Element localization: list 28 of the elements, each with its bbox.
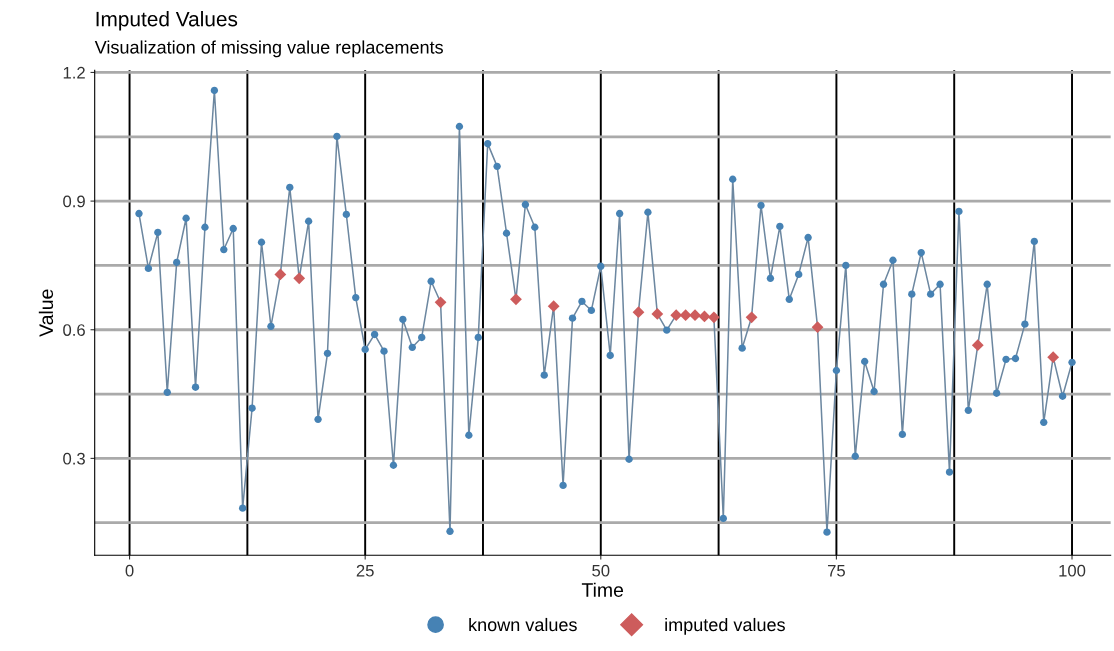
y-tick-label: 0.6 xyxy=(63,324,85,336)
point xyxy=(971,339,984,352)
point xyxy=(274,268,287,281)
chart-subtitle: Visualization of missing value replacements xyxy=(94,40,443,58)
point xyxy=(293,272,306,285)
point xyxy=(547,300,560,313)
legend-label: known values xyxy=(469,617,577,632)
point xyxy=(811,321,824,334)
point xyxy=(632,306,645,319)
point xyxy=(510,293,522,306)
y-tick-label: 1.2 xyxy=(63,66,85,79)
y-tick-label: 0.9 xyxy=(63,195,85,208)
x-tick-label: 0 xyxy=(125,564,134,577)
point xyxy=(679,309,692,322)
chart-title: Imputed Values xyxy=(96,11,238,31)
y-axis-title: Value xyxy=(38,289,54,337)
point xyxy=(651,307,664,320)
point xyxy=(689,309,701,322)
point xyxy=(434,296,447,309)
x-tick-label: 50 xyxy=(592,564,610,577)
x-tick-label: 25 xyxy=(356,564,374,577)
x-axis-title: Time xyxy=(581,582,624,597)
point xyxy=(1047,351,1060,364)
y-tick-label: 0.3 xyxy=(63,452,85,465)
legend-label: imputed values xyxy=(665,617,785,635)
x-tick-label: 100 xyxy=(1059,564,1086,577)
x-tick-label: 75 xyxy=(827,564,845,577)
point xyxy=(745,311,758,324)
